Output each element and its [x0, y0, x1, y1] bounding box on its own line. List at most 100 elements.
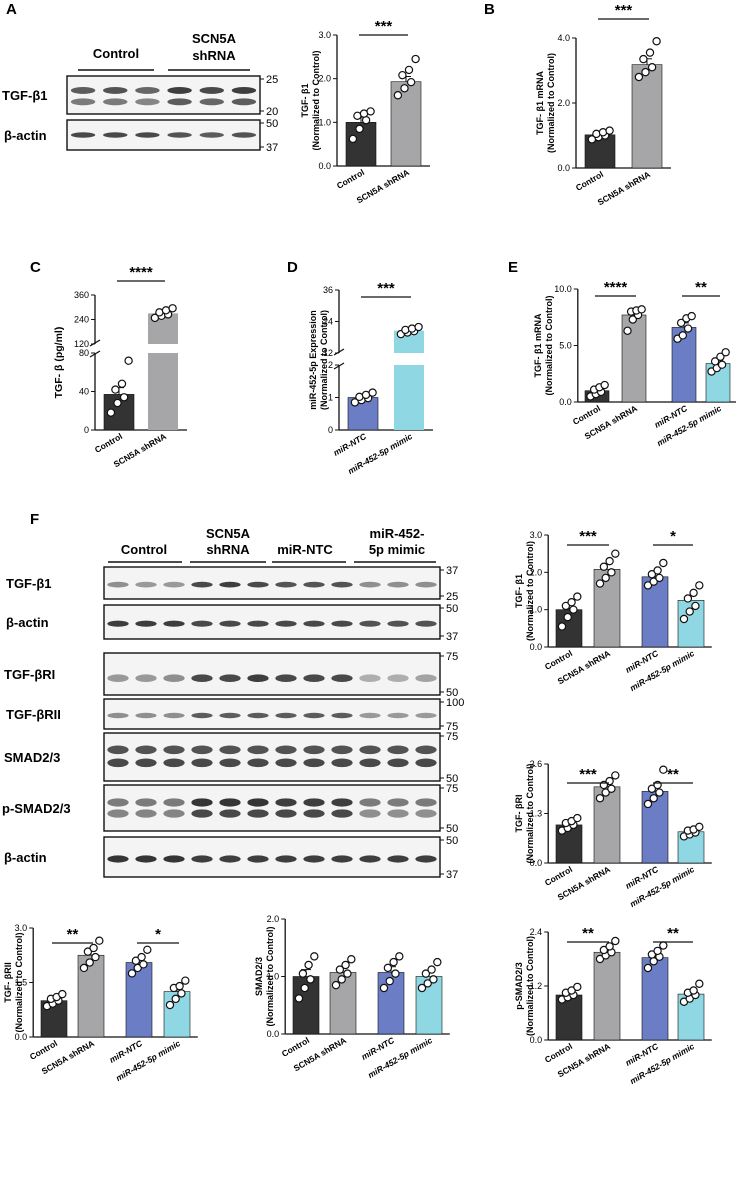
data-point	[175, 981, 184, 991]
data-point	[717, 360, 727, 369]
y-tick-label: 2.4	[530, 927, 543, 937]
blot-band	[231, 87, 257, 94]
blot-group-label: shRNA	[192, 48, 236, 63]
blot-band	[163, 758, 185, 768]
data-point	[95, 936, 104, 945]
data-point	[601, 573, 610, 583]
x-category-label: miR-452-5p mimic	[628, 648, 696, 693]
blot-row-label: β-actin	[4, 850, 47, 865]
data-point	[404, 65, 414, 75]
y-tick-label: 2.0	[557, 98, 570, 108]
panel-letter-b: B	[484, 1, 495, 18]
blot-band	[331, 809, 353, 818]
data-point	[637, 305, 646, 314]
data-point	[605, 776, 614, 786]
significance-stars: ***	[375, 18, 393, 35]
data-point	[414, 322, 423, 332]
blot-band	[387, 620, 409, 627]
blot-band	[107, 745, 129, 755]
data-point	[379, 983, 389, 993]
blot-band	[247, 674, 269, 682]
blot-band	[107, 758, 129, 768]
blot-band	[415, 855, 437, 863]
marker-label: 75	[446, 731, 458, 743]
blot-group-label: shRNA	[206, 542, 250, 557]
blot-band	[303, 758, 325, 768]
panel-letter-f: F	[30, 511, 39, 528]
blot-group-label: miR-452-	[370, 526, 425, 541]
blot-band	[107, 809, 129, 818]
y-tick-label: 2	[328, 360, 333, 370]
data-point	[139, 960, 148, 969]
blot-band	[135, 620, 157, 627]
blot-band	[191, 620, 213, 627]
y-tick-label: 4.0	[557, 33, 570, 43]
panel-letter-d: D	[287, 259, 298, 276]
data-point	[331, 980, 341, 990]
blot-band	[219, 758, 241, 768]
data-point	[567, 598, 576, 607]
blot-band	[103, 87, 128, 94]
marker-label: 50	[446, 823, 458, 835]
data-point	[655, 573, 664, 583]
blot-group-label: 5p mimic	[369, 542, 425, 557]
x-category-label: miR-452-5p mimic	[114, 1038, 182, 1083]
significance-stars: ***	[377, 280, 395, 297]
blot-band	[231, 98, 257, 106]
blot-band	[303, 809, 325, 818]
blot-frame	[103, 732, 441, 782]
blot-band	[387, 758, 409, 768]
y-tick-label: 120	[74, 339, 89, 349]
y-tick-label: 360	[74, 290, 89, 300]
y-tick-label: 2.0	[530, 567, 543, 577]
data-point	[607, 568, 616, 577]
blot-band	[275, 620, 297, 627]
data-point	[683, 324, 693, 333]
data-point	[643, 963, 653, 973]
blot-band	[135, 745, 157, 755]
blot-band	[135, 758, 157, 768]
blot-band	[359, 809, 381, 818]
blot-band	[135, 87, 160, 94]
data-point	[383, 963, 393, 973]
y-tick-label: 0	[328, 425, 333, 435]
data-point	[653, 566, 662, 575]
blot-band	[191, 745, 213, 755]
y-axis-label: (Normalized to Control)	[525, 541, 535, 641]
data-point	[395, 952, 404, 961]
x-category-label: Control	[543, 1041, 574, 1065]
marker-label: 37	[446, 869, 458, 881]
blot-band	[70, 132, 96, 138]
blot-band	[387, 855, 409, 863]
data-point	[343, 969, 352, 978]
blot-group-label: SCN5A	[206, 526, 251, 541]
x-category-label: Control	[543, 648, 574, 672]
data-point	[391, 969, 400, 978]
marker-label: 50	[446, 687, 458, 699]
marker-label: 100	[446, 697, 464, 709]
blot-band	[331, 745, 353, 755]
y-tick-label: 0.0	[530, 642, 543, 652]
data-point	[628, 315, 638, 324]
blot-band	[135, 855, 157, 863]
bar	[593, 951, 621, 1041]
blot-band	[331, 798, 353, 807]
blot-band	[415, 798, 437, 807]
data-point	[607, 784, 616, 793]
data-point	[721, 348, 730, 357]
data-point	[433, 957, 442, 967]
data-point	[393, 91, 403, 100]
blot-band	[275, 809, 297, 818]
blot-frame	[103, 604, 441, 640]
blot-band	[219, 712, 241, 719]
marker-label: 50	[446, 603, 458, 615]
blot-row-label: p-SMAD2/3	[2, 801, 71, 816]
data-point	[389, 957, 398, 967]
axis-break	[333, 348, 345, 356]
y-tick-label: 0.0	[318, 161, 331, 171]
data-point	[165, 1000, 175, 1010]
blot-band	[191, 758, 213, 768]
data-point	[557, 622, 567, 631]
blot-band	[107, 855, 129, 863]
